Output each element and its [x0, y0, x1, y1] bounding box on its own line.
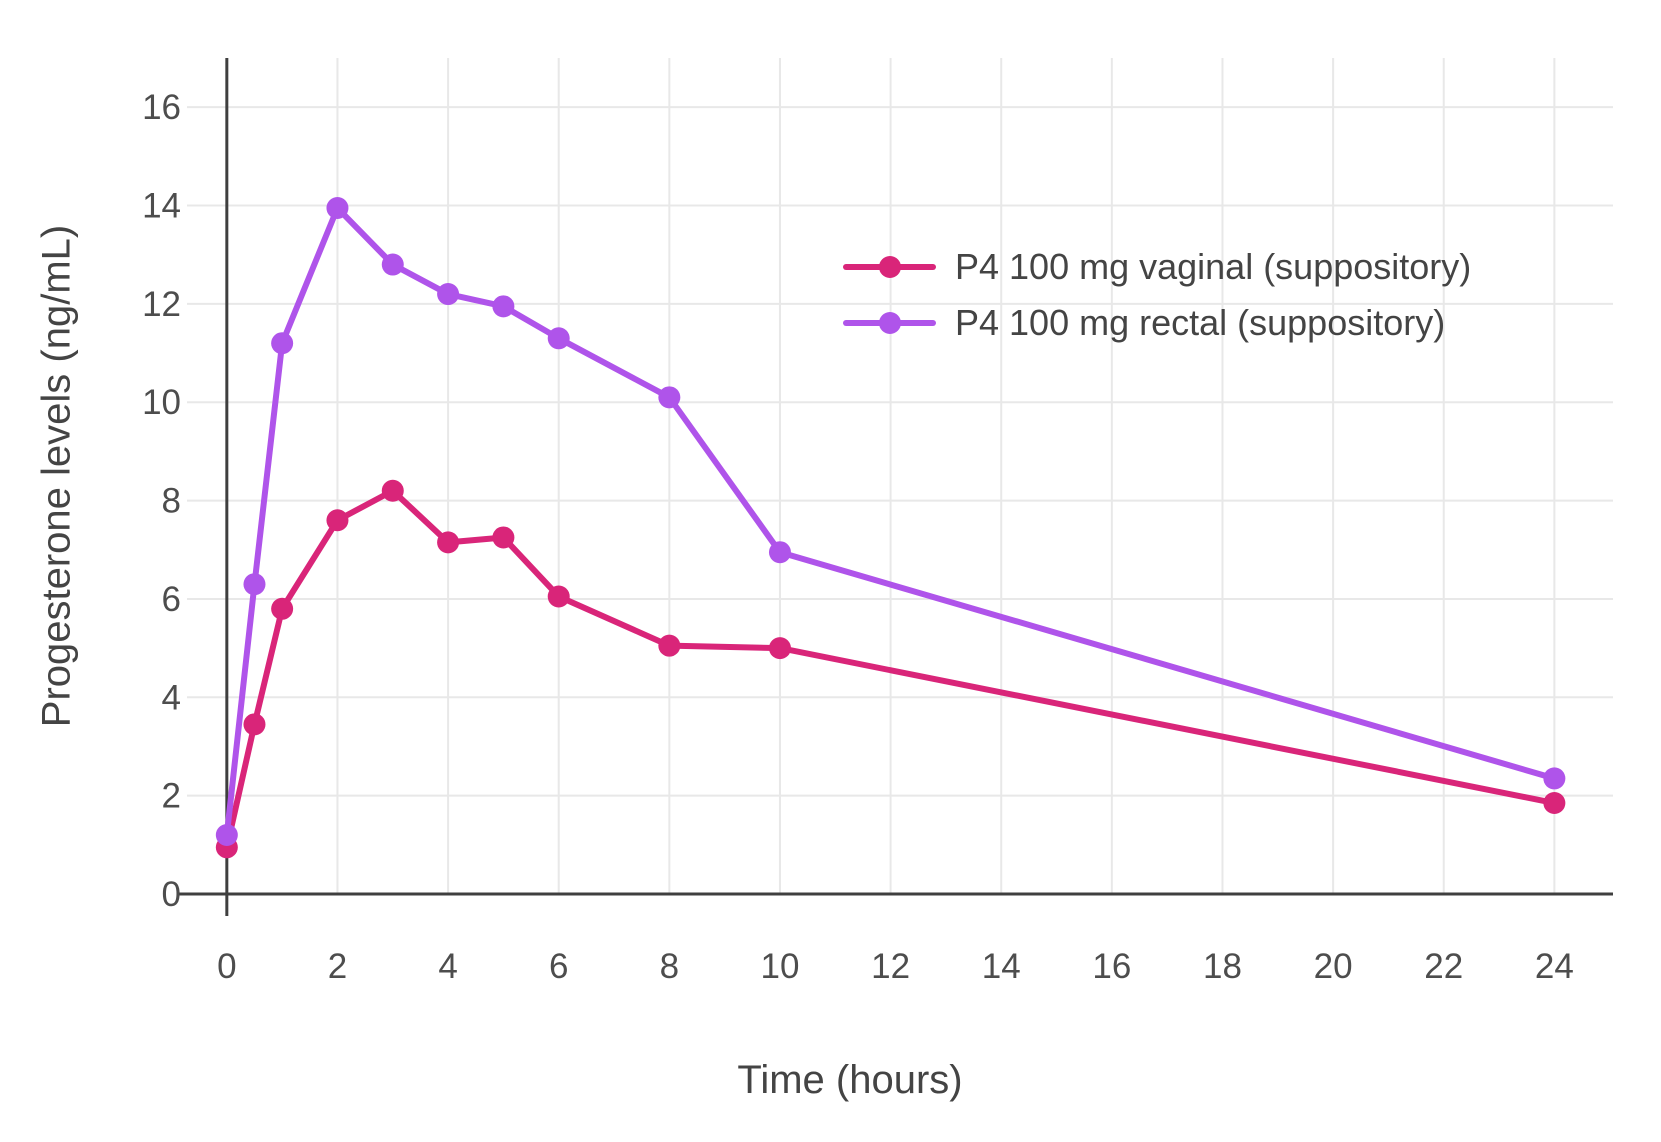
y-tick-label: 4 [162, 678, 181, 717]
legend: P4 100 mg vaginal (suppository) P4 100 m… [843, 246, 1471, 344]
x-tick-label: 10 [760, 947, 799, 986]
x-tick-label: 8 [660, 947, 679, 986]
y-tick-label: 14 [142, 187, 181, 226]
x-tick-label: 16 [1092, 947, 1131, 986]
y-tick-label: 10 [142, 383, 181, 422]
data-point-series-1 [215, 823, 238, 846]
legend-item-rectal: P4 100 mg rectal (suppository) [843, 302, 1471, 344]
x-tick-label: 18 [1203, 947, 1242, 986]
data-point-series-1 [658, 386, 681, 409]
x-tick-label: 12 [871, 947, 910, 986]
data-point-series-1 [492, 295, 515, 318]
data-point-series-1 [547, 327, 570, 350]
x-tick-label: 24 [1535, 947, 1574, 986]
data-point-series-0 [381, 479, 404, 502]
x-tick-label: 14 [982, 947, 1021, 986]
x-tick-label: 0 [217, 947, 236, 986]
data-point-series-0 [243, 713, 266, 736]
x-tick-label: 4 [438, 947, 457, 986]
x-axis-title: Time (hours) [737, 1058, 963, 1102]
y-axis-title: Progesterone levels (ng/mL) [34, 224, 79, 728]
data-point-series-1 [1543, 767, 1566, 790]
data-point-series-0 [658, 634, 681, 657]
data-point-series-0 [492, 526, 515, 549]
data-point-series-0 [1543, 792, 1566, 815]
data-point-series-0 [547, 585, 570, 608]
y-tick-label: 6 [162, 580, 181, 619]
y-tick-label: 16 [142, 88, 181, 127]
data-point-series-0 [437, 531, 460, 554]
x-tick-label: 22 [1424, 947, 1463, 986]
data-point-series-1 [768, 541, 791, 564]
x-tick-label: 6 [549, 947, 568, 986]
legend-item-vaginal: P4 100 mg vaginal (suppository) [843, 246, 1471, 288]
data-point-series-1 [381, 253, 404, 276]
y-tick-label: 0 [162, 875, 181, 914]
y-tick-label: 12 [142, 285, 181, 324]
legend-label-rectal: P4 100 mg rectal (suppository) [955, 302, 1446, 343]
data-point-series-0 [271, 597, 294, 620]
data-point-series-0 [326, 509, 349, 532]
data-point-series-1 [243, 573, 266, 596]
y-tick-label: 8 [162, 482, 181, 521]
data-point-series-1 [326, 196, 349, 219]
data-point-series-1 [271, 332, 294, 355]
legend-marker-vaginal-icon [843, 256, 936, 278]
legend-label-vaginal: P4 100 mg vaginal (suppository) [955, 246, 1472, 287]
legend-marker-rectal-icon [843, 312, 936, 334]
x-tick-label: 2 [328, 947, 347, 986]
x-tick-label: 20 [1314, 947, 1353, 986]
data-point-series-1 [437, 283, 460, 306]
y-tick-label: 2 [162, 777, 181, 816]
data-point-series-0 [768, 637, 791, 660]
